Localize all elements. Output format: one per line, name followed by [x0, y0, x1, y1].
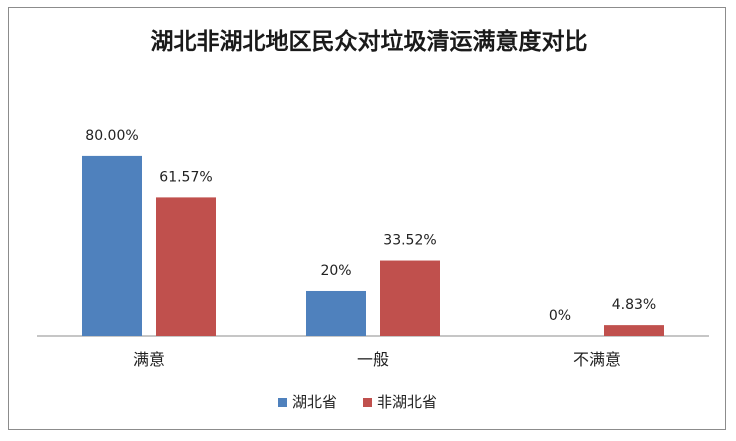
category-labels-layer: 满意 一般 不满意: [133, 350, 621, 369]
legend-label: 非湖北省: [377, 393, 437, 411]
chart-title: 湖北非湖北地区民众对垃圾清运满意度对比: [151, 28, 588, 55]
bar-non-hubei-0: [156, 197, 216, 336]
bar-hubei-0: [82, 155, 142, 336]
legend-swatch: [278, 398, 287, 407]
category-label: 一般: [357, 350, 389, 369]
bar-hubei-1: [306, 290, 366, 336]
legend: 湖北省 非湖北省: [278, 393, 437, 411]
legend-label: 湖北省: [292, 393, 337, 411]
category-label: 满意: [133, 350, 165, 369]
legend-item: 湖北省: [278, 393, 337, 411]
data-label: 20%: [320, 263, 351, 279]
legend-item: 非湖北省: [363, 393, 437, 411]
legend-swatch: [363, 398, 372, 407]
chart-svg: 湖北非湖北地区民众对垃圾清运满意度对比 80.00% 61.57% 20% 33.52…: [37, 28, 709, 411]
bar-non-hubei-2: [604, 325, 664, 336]
data-labels-layer: 80.00% 61.57% 20% 33.52% 0% 4.83%: [85, 128, 656, 324]
data-label: 0%: [549, 308, 571, 324]
data-label: 80.00%: [85, 128, 138, 144]
data-label: 33.52%: [383, 233, 436, 249]
data-label: 4.83%: [612, 297, 656, 313]
chart-frame: 湖北非湖北地区民众对垃圾清运满意度对比 80.00% 61.57% 20% 33.52…: [8, 7, 726, 430]
category-label: 不满意: [573, 350, 621, 369]
data-label: 61.57%: [159, 169, 212, 185]
bars-layer: [82, 155, 664, 336]
bar-non-hubei-1: [380, 260, 440, 336]
